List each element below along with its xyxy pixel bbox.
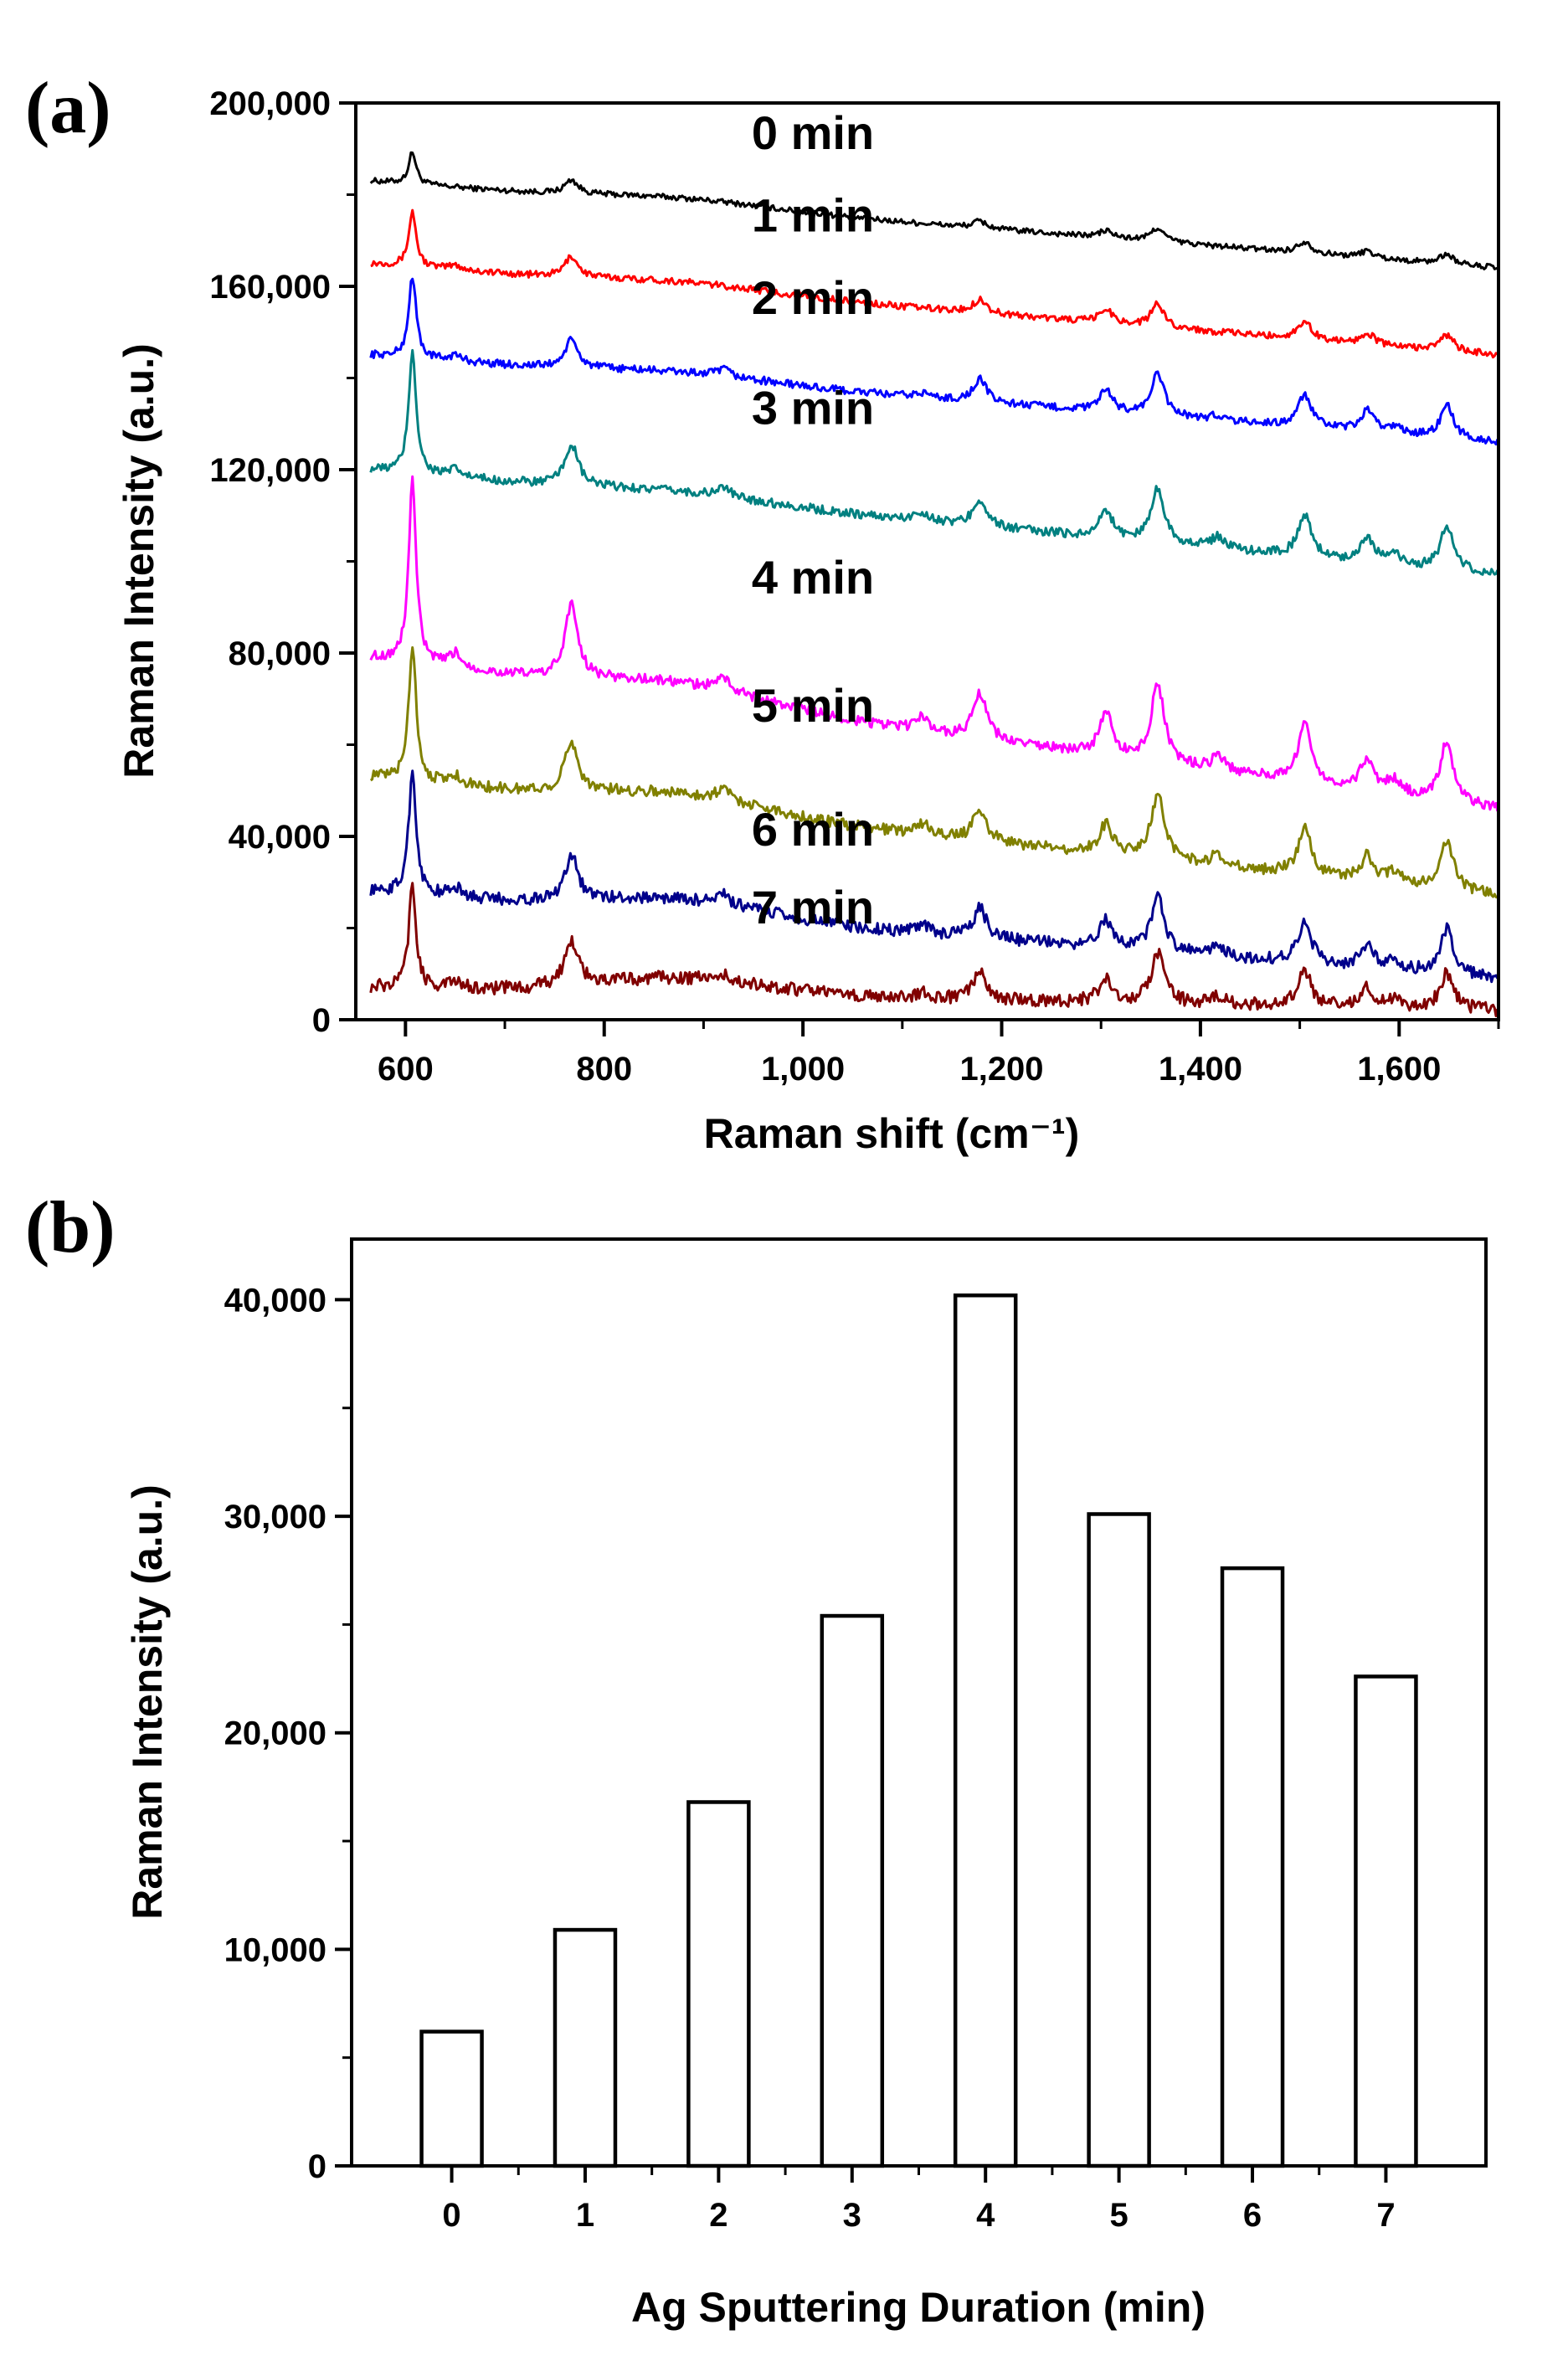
spectrum-line: [369, 882, 1499, 1017]
x-axis-ticks-a: 600 800 1,000 1,200 1,400 1,600: [378, 1020, 1500, 1088]
spectrum-line: [369, 277, 1499, 446]
x-tick-label-a: 600: [378, 1051, 434, 1088]
x-tick-label-a: 1,400: [1159, 1051, 1242, 1088]
y-tick-label-a: 0: [312, 1002, 331, 1039]
y-tick-label-b: 40,000: [224, 1282, 326, 1319]
spectrum-line: [369, 475, 1499, 812]
x-axis-title-b: Ag Sputtering Duration (min): [631, 2284, 1206, 2331]
y-tick-label-a: 120,000: [209, 452, 331, 489]
x-tick-label-b: 3: [843, 2197, 861, 2234]
y-tick-label-b: 30,000: [224, 1499, 326, 1535]
y-axis-title-a: Raman Intensity (a.u.): [116, 343, 162, 779]
bar: [1087, 1512, 1151, 2168]
y-axis-ticks-a: 0 40,000 80,000 120,000 160,000 200,000: [209, 85, 356, 1039]
y-tick-label-b: 20,000: [224, 1715, 326, 1752]
series-label: 7 min: [752, 881, 874, 933]
x-tick-label-a: 1,200: [959, 1051, 1043, 1088]
plot-area-b: 0 1 2 3 4 5 6 7 0 10,000 20,000 30,000 40,000: [224, 1237, 1488, 2234]
bar: [1220, 1566, 1285, 2168]
y-axis-ticks-b: 0 10,000 20,000 30,000 40,000: [224, 1282, 352, 2185]
bar: [553, 1927, 618, 2168]
spectrum-line: [369, 769, 1499, 984]
series-label: 2 min: [752, 271, 874, 324]
x-tick-label-b: 4: [976, 2197, 995, 2234]
bar: [820, 1613, 885, 2168]
bar: [953, 1293, 1018, 2168]
bar-group: [419, 1293, 1418, 2168]
series-label: 6 min: [752, 803, 874, 856]
series-label: 0 min: [752, 106, 874, 159]
x-axis-ticks-b: 0 1 2 3 4 5 6 7: [442, 2166, 1396, 2234]
panel-label-b: (b): [25, 1187, 116, 1268]
x-tick-label-a: 1,600: [1357, 1051, 1441, 1088]
series-label-group: 0 min 1 min 2 min 3 min 4 min 5 min 6 min 7 min: [752, 106, 874, 933]
bar: [419, 2029, 484, 2168]
plot-area-a: 0 min 1 min 2 min 3 min 4 min 5 min 6 min 7 min…: [209, 85, 1500, 1088]
panel-a-raman-spectra: (a) 0 min 1 min 2 min 3 min 4 min 5 min 6 min 7…: [25, 68, 1500, 1157]
spectrum-line: [369, 348, 1499, 576]
spectrum-line: [370, 208, 1499, 359]
plot-frame-b: [350, 1237, 1488, 2168]
spectrum-line: [369, 645, 1499, 899]
y-tick-label-b: 0: [308, 2148, 326, 2185]
series-label: 5 min: [752, 679, 874, 732]
y-tick-label-a: 200,000: [209, 85, 331, 122]
y-tick-label-a: 80,000: [229, 635, 331, 672]
x-axis-title-a: Raman shift (cm⁻¹): [704, 1110, 1080, 1157]
series-label: 3 min: [752, 381, 874, 434]
panel-b-bar-chart: (b) 0 1 2 3 4 5 6 7 0 10,000 20,000 30,000 40,000 A…: [25, 1187, 1488, 2331]
x-tick-label-b: 6: [1243, 2197, 1262, 2234]
x-tick-label-b: 7: [1376, 2197, 1395, 2234]
y-axis-title-b: Raman Intensity (a.u.): [124, 1484, 171, 1920]
y-tick-label-a: 160,000: [209, 269, 331, 306]
series-label: 1 min: [752, 188, 874, 241]
x-tick-label-a: 800: [576, 1051, 632, 1088]
x-tick-label-b: 5: [1109, 2197, 1128, 2234]
x-tick-label-b: 2: [709, 2197, 727, 2234]
y-tick-label-a: 40,000: [229, 819, 331, 856]
x-tick-label-b: 1: [576, 2197, 594, 2234]
panel-label-a: (a): [25, 68, 111, 149]
y-tick-label-b: 10,000: [224, 1931, 326, 1968]
spectra-series-group: [369, 151, 1499, 1017]
bar: [1354, 1674, 1418, 2168]
bar: [686, 1800, 751, 2168]
x-tick-label-b: 0: [442, 2197, 460, 2234]
x-tick-label-a: 1,000: [761, 1051, 845, 1088]
series-label: 4 min: [752, 551, 874, 604]
plot-frame-a: [354, 101, 1500, 1021]
spectrum-line: [369, 151, 1499, 270]
